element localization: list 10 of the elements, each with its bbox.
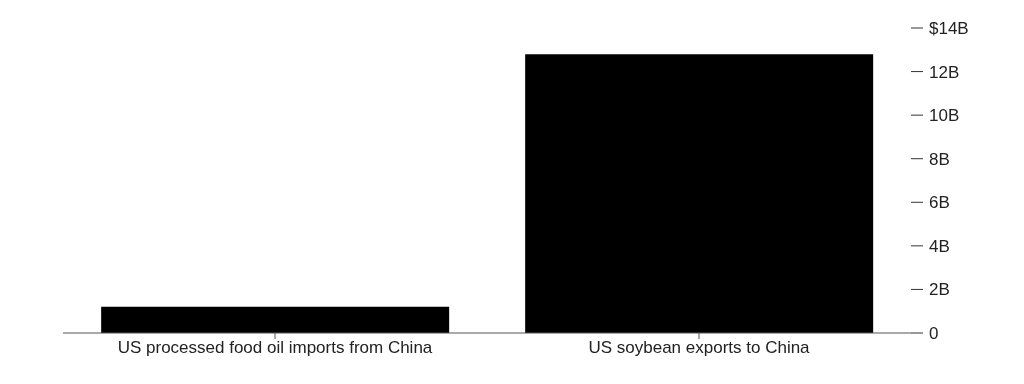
y-tick-label: $14B — [929, 19, 969, 39]
y-tick-label: 10B — [929, 106, 960, 126]
y-tick-label: 8B — [929, 149, 950, 169]
x-tick-label: US soybean exports to China — [588, 338, 811, 358]
y-tick-label: 0 — [929, 324, 939, 344]
y-tick-label: 6B — [929, 193, 950, 213]
x-tick-label: US processed food oil imports from China — [117, 338, 433, 358]
y-tick-label: 2B — [929, 280, 950, 300]
y-tick-label: 12B — [929, 62, 960, 82]
y-tick-label: 4B — [929, 236, 950, 256]
